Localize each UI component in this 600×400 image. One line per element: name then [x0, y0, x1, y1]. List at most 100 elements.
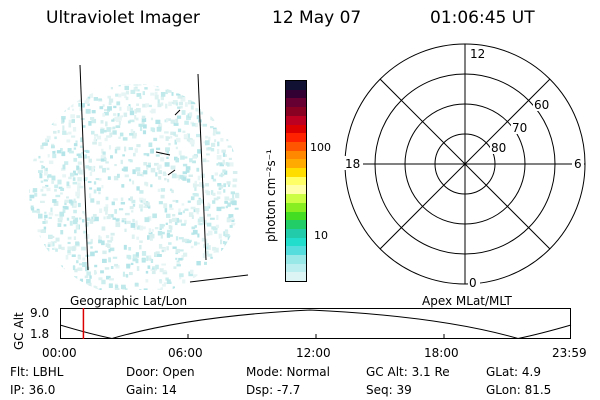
speckle-dot — [138, 84, 142, 86]
speckle-dot — [216, 149, 220, 154]
colorbar-step — [286, 255, 306, 264]
tick-mark — [167, 169, 176, 176]
speckle-dot — [206, 222, 212, 227]
speckle-dot — [119, 106, 122, 111]
speckle-dot — [213, 129, 218, 134]
speckle-dot — [106, 275, 111, 280]
speckle-dot — [228, 259, 231, 263]
speckle-dot — [226, 181, 231, 185]
speckle-dot — [129, 119, 135, 123]
lon-line-left — [79, 64, 89, 271]
speckle-dot — [61, 108, 66, 112]
speckle-dot — [100, 120, 104, 124]
speckle-dot — [62, 87, 67, 90]
speckle-dot — [113, 198, 118, 201]
speckle-dot — [182, 171, 188, 175]
speckle-dot — [56, 150, 62, 154]
speckle-dot — [139, 244, 142, 250]
speckle-dot — [131, 77, 134, 81]
speckle-dot — [80, 137, 83, 143]
speckle-dot — [74, 268, 78, 273]
speckle-dot — [160, 102, 164, 106]
speckle-dot — [69, 150, 74, 154]
speckle-dot — [63, 224, 67, 227]
speckle-dot — [55, 109, 59, 112]
speckle-dot — [142, 130, 147, 135]
speckle-dot — [161, 250, 164, 253]
speckle-dot — [62, 271, 67, 274]
speckle-dot — [59, 216, 63, 221]
speckle-dot — [248, 142, 252, 146]
speckle-dot — [39, 275, 42, 279]
speckle-dot — [125, 96, 129, 101]
speckle-dot — [66, 185, 71, 189]
speckle-dot — [130, 222, 136, 228]
speckle-dot — [48, 212, 54, 216]
speckle-dot — [248, 227, 250, 231]
speckle-dot — [177, 128, 182, 133]
speckle-dot — [245, 76, 247, 80]
speckle-dot — [202, 158, 207, 163]
speckle-dot — [102, 258, 107, 263]
speckle-dot — [76, 260, 79, 264]
speckle-dot — [147, 162, 151, 168]
speckle-dot — [42, 254, 48, 258]
info-dsp: Dsp: -7.7 — [246, 383, 301, 397]
speckle-dot — [213, 84, 217, 86]
speckle-dot — [165, 103, 168, 109]
speckle-dot — [148, 142, 153, 148]
speckle-dot — [70, 114, 76, 119]
speckle-dot — [114, 149, 118, 154]
speckle-dot — [142, 198, 147, 204]
speckle-dot — [39, 171, 42, 176]
speckle-dot — [24, 229, 26, 232]
speckle-dot — [29, 102, 31, 105]
speckle-dot — [237, 219, 240, 222]
speckle-dot — [136, 236, 140, 240]
speckle-dot — [103, 157, 107, 161]
speckle-dot — [90, 251, 95, 257]
speckle-dot — [164, 131, 169, 134]
speckle-dot — [235, 233, 238, 239]
speckle-dot — [182, 130, 186, 133]
speckle-dot — [147, 235, 150, 240]
speckle-dot — [164, 177, 167, 181]
speckle-dot — [58, 244, 62, 250]
speckle-dot — [68, 176, 72, 180]
colorbar-step — [286, 81, 306, 90]
speckle-dot — [100, 158, 105, 162]
speckle-dot — [100, 79, 104, 82]
speckle-dot — [221, 251, 226, 257]
speckle-dot — [146, 166, 149, 170]
speckle-dot — [150, 268, 154, 272]
speckle-dot — [136, 93, 142, 97]
speckle-dot — [61, 92, 66, 97]
speckle-dot — [78, 185, 84, 189]
speckle-dot — [90, 238, 93, 244]
speckle-dot — [30, 222, 35, 228]
speckle-dot — [86, 271, 91, 276]
speckle-dot — [32, 158, 37, 162]
speckle-dot — [29, 222, 32, 227]
speckle-dot — [176, 93, 181, 96]
speckle-dot — [243, 109, 247, 112]
speckle-dot — [67, 106, 70, 110]
speckle-dot — [212, 192, 216, 196]
speckle-dot — [174, 221, 178, 226]
geographic-image — [24, 64, 252, 290]
speckle-dot — [139, 225, 144, 231]
speckle-dot — [175, 236, 179, 241]
speckle-dot — [228, 77, 231, 81]
speckle-dot — [202, 79, 206, 82]
speckle-dot — [157, 254, 162, 257]
speckle-dot — [196, 261, 201, 266]
speckle-dot — [159, 280, 163, 284]
speckle-dot — [215, 247, 219, 253]
speckle-dot — [54, 277, 57, 281]
speckle-dot — [29, 269, 30, 274]
speckle-dot — [205, 85, 209, 90]
speckle-dot — [121, 92, 127, 97]
speckle-dot — [59, 211, 65, 217]
speckle-dot — [165, 277, 169, 281]
speckle-dot — [176, 174, 181, 179]
